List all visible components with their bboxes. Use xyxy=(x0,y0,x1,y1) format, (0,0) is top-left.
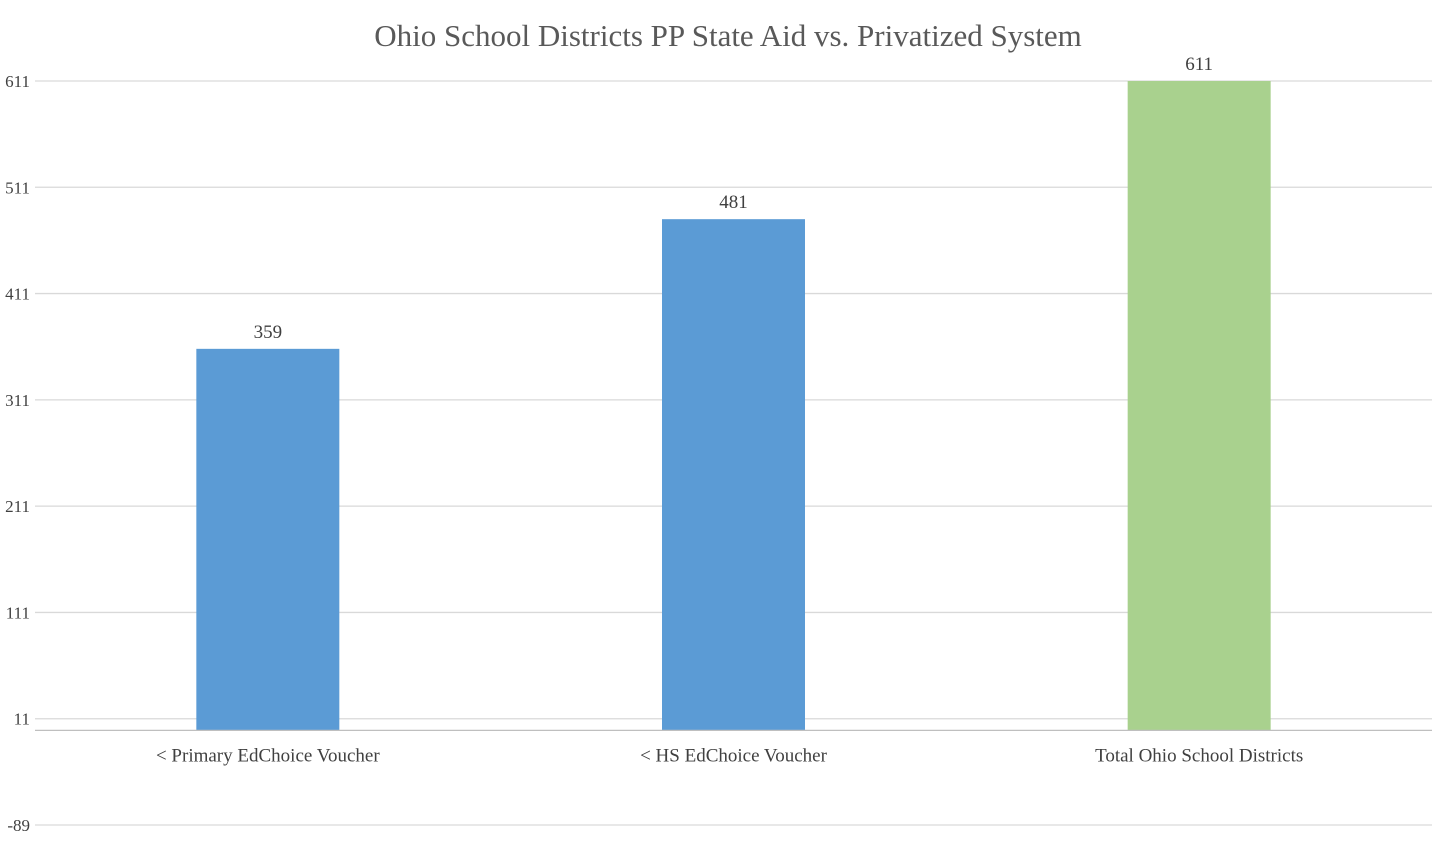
y-tick-label: 311 xyxy=(5,391,30,410)
data-labels: 359 481 611 xyxy=(254,54,1213,343)
x-category-label: Total Ohio School Districts xyxy=(1095,745,1303,766)
y-tick-label: 11 xyxy=(14,710,30,729)
chart-title: Ohio School Districts PP State Aid vs. P… xyxy=(374,18,1082,53)
y-tick-label: -89 xyxy=(7,816,30,835)
bar xyxy=(196,348,340,731)
x-category-label: < HS EdChoice Voucher xyxy=(640,745,827,766)
data-label: 481 xyxy=(719,192,748,213)
y-tick-label: 511 xyxy=(5,178,30,197)
bar xyxy=(662,219,805,731)
x-axis-category-labels: < Primary EdChoice Voucher < HS EdChoice … xyxy=(156,745,1303,766)
bars xyxy=(196,81,1271,731)
y-tick-label: 411 xyxy=(5,285,30,304)
data-label: 611 xyxy=(1185,54,1213,75)
y-tick-label: 611 xyxy=(5,72,30,91)
y-tick-label: 211 xyxy=(5,497,30,516)
bar xyxy=(1127,81,1271,731)
data-label: 359 xyxy=(254,322,283,343)
y-tick-label: 111 xyxy=(6,603,30,622)
x-category-label: < Primary EdChoice Voucher xyxy=(156,745,380,766)
